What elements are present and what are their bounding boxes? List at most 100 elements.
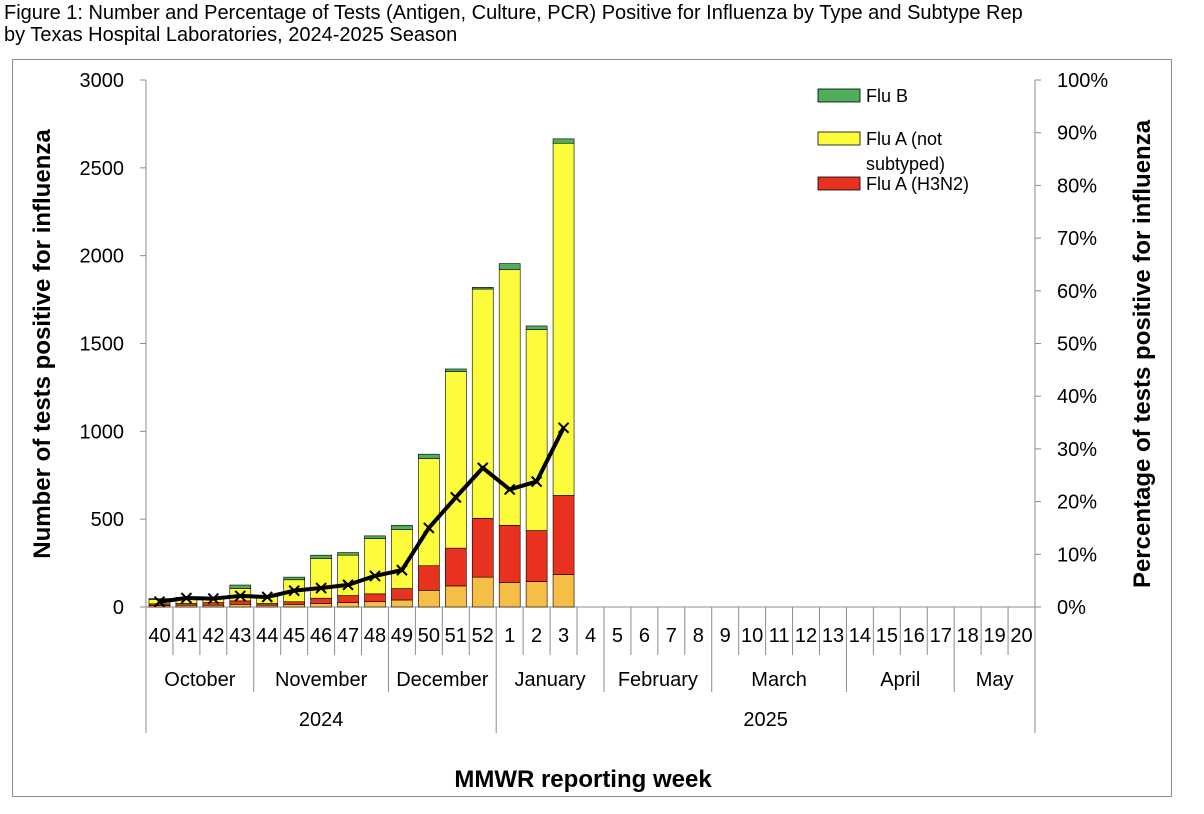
percent-line-marker [153,596,166,608]
x-tick-label: 4 [585,625,596,647]
percent-line-marker [369,570,381,582]
percent-line-marker [342,579,354,591]
bar-segment [471,517,494,578]
x-tick-label: 13 [822,625,844,647]
y2-tick-label: 0% [1057,597,1086,619]
bar-segment [552,138,575,144]
percent-line-marker [396,564,408,576]
bar-segment [391,599,413,608]
marker-stroke [396,564,408,576]
x-tick-label: 7 [666,625,677,647]
percent-line [153,422,570,608]
x-tick-label: 40 [148,625,170,647]
bar-segment [471,576,494,608]
x-tick-label: 43 [229,625,251,647]
marker-stroke [477,462,489,474]
y-tick-label: 3000 [80,70,125,92]
x-tick-label: 12 [795,625,817,647]
bar-segment [364,601,386,608]
x-tick-label: 10 [741,625,763,647]
y2-tick-label: 30% [1057,439,1097,461]
month-label: February [618,669,698,691]
bar-segment [391,588,413,601]
y2-axis-title: Percentage of tests positive for influen… [1129,119,1156,588]
bar-segment [337,552,359,556]
bar-segment [525,530,548,582]
bar-series [148,138,575,608]
bar-segment [525,325,548,330]
bar-segment [337,595,359,603]
x-tick-label: 41 [175,625,197,647]
y2-tick-label: 70% [1057,228,1097,250]
bar-segment [283,601,305,605]
bar-segment [310,603,332,608]
bar-segment [229,600,252,605]
y2-tick-label: 50% [1057,334,1097,356]
bar-segment [444,547,467,587]
percent-line-path [159,426,566,604]
x-tick-label: 46 [310,625,332,647]
bar-segment [310,554,332,559]
x-tick-label: 1 [504,625,515,647]
y2-tick-label: 100% [1057,70,1108,92]
marker-stroke [234,590,246,602]
month-label: January [515,669,586,691]
marker-stroke [207,592,220,605]
percent-line-marker [288,584,300,597]
legend-label: Flu B [866,86,908,106]
bar-segment [498,263,521,271]
percent-line-marker [315,582,327,594]
marker-stroke [530,475,543,488]
percent-line-marker [234,590,246,602]
marker-stroke [288,584,300,597]
x-tick-label: 5 [612,625,623,647]
y-tick-label: 1000 [80,421,125,443]
bar-segment [229,604,252,608]
marker-stroke [503,483,516,496]
percent-line-marker [503,483,516,496]
percent-line-marker [207,592,220,605]
bar-segment [418,453,440,459]
y2-tick-label: 90% [1057,123,1097,145]
percent-line-marker [450,491,462,504]
x-axis-title: MMWR reporting week [454,766,712,793]
bar-segment [337,554,359,596]
figure-title-line-2: by Texas Hospital Laboratories, 2024-202… [4,24,458,46]
x-tick-label: 47 [337,625,359,647]
bar-segment [283,604,305,608]
x-tick-label: 18 [957,625,979,647]
month-label: October [164,669,235,691]
legend-swatch [817,131,861,146]
legend-label: Flu A (not [866,129,942,149]
y2-tick-label: 40% [1057,386,1097,408]
month-label: November [275,669,368,691]
marker-stroke [180,592,193,604]
x-tick-label: 19 [983,625,1005,647]
x-tick-label: 49 [391,625,413,647]
x-tick-label: 44 [256,625,278,647]
figure-title: Figure 1: Number and Percentage of Tests… [4,2,1204,46]
axes: 0 500 1000 1500 2000 2500 3000 0% 10% 20% 30% 40% 50… [80,70,1108,733]
marker-stroke [369,570,381,582]
bar-segment [337,602,359,608]
y-tick-label: 500 [91,509,124,531]
bar-segment [471,286,494,290]
percent-line-marker [423,522,435,534]
percent-line-marker [180,592,193,604]
x-tick-label: 2 [531,625,542,647]
x-tick-label: 6 [639,625,650,647]
x-tick-label: 8 [693,625,704,647]
marker-stroke [261,591,273,603]
marker-stroke [423,522,435,534]
bar-segment [444,368,467,372]
bar-segment [552,574,575,608]
x-tick-label: 15 [876,625,898,647]
bar-segment [525,581,548,608]
marker-stroke [153,596,166,608]
bar-segment [471,288,494,519]
marker-stroke [450,491,462,504]
month-label: May [976,669,1014,691]
figure-title-line-1: Figure 1: Number and Percentage of Tests… [4,2,1023,24]
x-tick-label: 9 [720,625,731,647]
